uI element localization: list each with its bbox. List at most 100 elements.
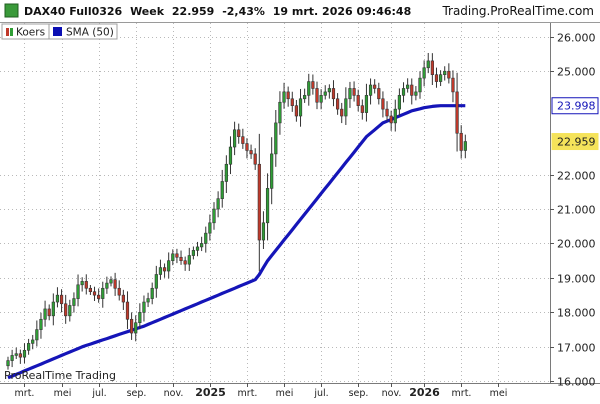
candle-body: [35, 329, 39, 341]
candle: [303, 88, 307, 103]
candle-body: [422, 67, 426, 79]
candle: [154, 265, 158, 298]
y-tick-label: 18.000: [557, 307, 596, 320]
candle: [88, 284, 92, 295]
candlestick-icon: [6, 28, 9, 36]
candle-body: [459, 132, 463, 151]
candle: [233, 121, 237, 156]
sma-line: [7, 104, 466, 380]
candle-body: [410, 84, 414, 96]
legend: Koers SMA (50): [1, 23, 118, 40]
legend-label-sma: SMA (50): [66, 27, 114, 39]
candle-body: [356, 95, 360, 106]
candle-body: [393, 108, 397, 124]
candle: [18, 349, 22, 364]
candle-body: [204, 232, 208, 244]
candle-body: [233, 129, 237, 148]
candle-body: [51, 301, 55, 317]
y-tick-label: 19.000: [557, 273, 596, 286]
candle: [216, 191, 220, 218]
candle: [76, 274, 80, 307]
candle-body: [216, 198, 220, 210]
candle-body: [368, 84, 373, 96]
candle: [171, 249, 175, 266]
candle: [55, 287, 60, 308]
candle-body: [121, 294, 125, 303]
candle-body: [430, 60, 434, 75]
candle-body: [265, 188, 270, 224]
candle-body: [134, 322, 138, 334]
candle: [101, 281, 105, 308]
candle: [319, 89, 323, 110]
candle: [14, 347, 18, 359]
candle: [59, 289, 64, 313]
candle-body: [117, 287, 121, 296]
candle: [142, 295, 146, 322]
candle: [447, 63, 451, 84]
candle: [414, 86, 418, 101]
candle: [228, 136, 233, 175]
candle-body: [298, 98, 303, 117]
candle-body: [241, 136, 245, 144]
candle: [410, 78, 414, 105]
candle-body: [294, 105, 299, 117]
candle-body: [179, 256, 183, 262]
candle: [270, 137, 274, 205]
last-price-label: 22.959: [557, 136, 596, 149]
candle: [327, 84, 331, 99]
candle: [434, 67, 439, 88]
candle-body: [142, 301, 146, 313]
candle: [451, 70, 455, 103]
candle-body: [261, 222, 266, 241]
candle-body: [389, 115, 393, 124]
candle: [43, 300, 47, 327]
candle-body: [434, 74, 439, 82]
candle-body: [80, 281, 84, 286]
candle: [455, 72, 459, 152]
candle: [35, 320, 39, 347]
candle: [92, 286, 97, 302]
candle-body: [191, 250, 196, 256]
candle: [311, 74, 315, 95]
candle: [373, 79, 377, 94]
candle: [39, 312, 43, 339]
candle: [298, 88, 303, 127]
candle: [121, 289, 125, 310]
candle-body: [97, 294, 101, 299]
candle-body: [335, 98, 340, 110]
candle-body: [447, 70, 451, 79]
candle-body: [47, 308, 51, 317]
candle: [51, 293, 55, 326]
candle: [261, 211, 266, 249]
candle: [323, 85, 327, 100]
candle-body: [401, 88, 406, 96]
candle-body: [101, 287, 105, 299]
candle: [401, 82, 406, 103]
candle: [315, 81, 319, 110]
candle: [381, 91, 385, 118]
candle: [241, 128, 245, 149]
y-tick-label: 25.000: [557, 66, 596, 79]
candle-body: [150, 287, 154, 299]
candle-body: [125, 301, 130, 320]
candle-body: [406, 84, 410, 89]
candle-body: [270, 153, 274, 189]
candle-body: [146, 298, 150, 303]
candle: [257, 133, 261, 272]
candle-body: [414, 91, 418, 96]
candle: [294, 99, 299, 122]
candle: [340, 102, 344, 124]
y-tick-label: 20.000: [557, 238, 596, 251]
candle: [348, 81, 352, 108]
candle: [368, 78, 373, 105]
candle-body: [183, 260, 187, 265]
candle-body: [319, 95, 323, 103]
x-tick-label: mei: [276, 388, 294, 399]
candle-body: [331, 88, 336, 100]
candle-body: [6, 360, 10, 367]
candle: [430, 53, 434, 86]
y-tick-label: 17.000: [557, 342, 596, 355]
x-tick-label: 2026: [409, 386, 440, 399]
candle: [31, 334, 35, 350]
candle: [364, 83, 369, 122]
